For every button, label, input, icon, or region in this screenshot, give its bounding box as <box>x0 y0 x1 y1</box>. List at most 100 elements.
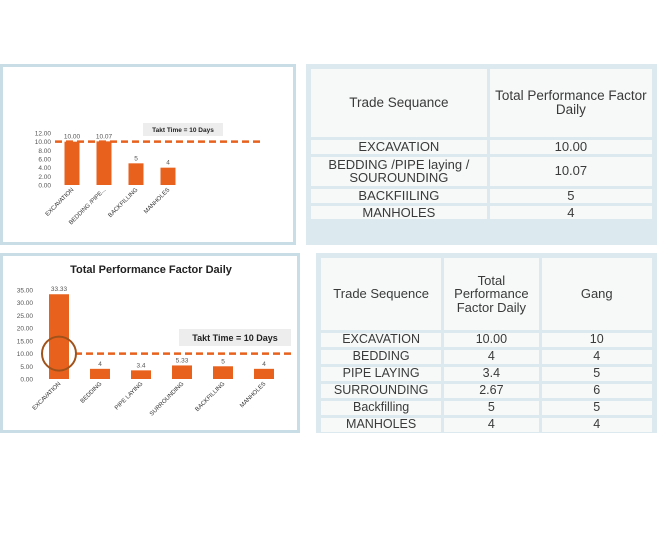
takt-label-box <box>179 329 291 346</box>
table-cell: EXCAVATION <box>311 140 487 154</box>
table-cell: BACKFIILING <box>311 189 487 203</box>
bar <box>96 141 112 185</box>
y-tick-label: 5.00 <box>20 364 33 371</box>
table-row: Backfilling 5 5 <box>321 401 652 415</box>
header-trade-sequance: Trade Sequance <box>311 69 487 137</box>
header-total-performance: Total Performance Factor Daily <box>489 69 652 137</box>
category-label: SURROUNDING <box>149 381 186 418</box>
table-header-row: Trade Sequence Total Performance Factor … <box>321 258 652 330</box>
y-tick-label: 12.00 <box>35 131 52 138</box>
bar <box>254 368 274 379</box>
chart-1: 12.0010.008.006.004.002.000.0010.00EXCAV… <box>35 123 263 226</box>
y-tick-label: 20.00 <box>17 326 34 333</box>
chart-2: Total Performance Factor Daily 35.00 30.00… <box>17 264 293 418</box>
y-tick-label: 0.00 <box>38 183 51 190</box>
table-cell: 2.67 <box>444 384 539 398</box>
table-cell: 10.07 <box>489 156 652 186</box>
chart-title: Total Performance Factor Daily <box>70 264 233 276</box>
data-label: 3.4 <box>136 362 145 369</box>
category-label: MANHOLES <box>239 381 267 409</box>
table-cell: 10 <box>541 333 652 347</box>
highlight-circle <box>41 335 77 372</box>
table-cell: Backfilling <box>321 401 442 415</box>
y-tick-label: 35.00 <box>17 288 34 295</box>
category-label: BEDDING <box>80 381 104 405</box>
bar <box>128 163 144 185</box>
table-row: PIPE LAYING 3.4 5 <box>321 367 652 381</box>
table-cell: 4 <box>541 418 652 432</box>
table-cell: MANHOLES <box>311 205 487 220</box>
data-label: 10.00 <box>64 134 81 141</box>
performance-table-2: Trade Sequence Total Performance Factor … <box>318 255 655 435</box>
table-cell: 4 <box>541 350 652 364</box>
table-row: BEDDING 4 4 <box>321 350 652 364</box>
table-cell: BEDDING /PIPE laying / SOUROUNDING <box>311 156 487 186</box>
data-label: 33.33 <box>51 286 68 293</box>
table-row: EXCAVATION 10.00 10 <box>321 333 652 347</box>
table-cell: 10.00 <box>444 333 539 347</box>
y-tick-label: 8.00 <box>38 148 51 155</box>
data-label: 4 <box>262 361 266 368</box>
table-cell: 4 <box>489 205 652 220</box>
table-cell: MANHOLES <box>321 418 442 432</box>
performance-table-1: Trade Sequance Total Performance Factor … <box>308 66 655 222</box>
table-cell: 6 <box>541 384 652 398</box>
table-row: MANHOLES 4 <box>311 205 652 220</box>
y-tick-label: 30.00 <box>17 300 34 307</box>
data-label: 4 <box>166 160 170 167</box>
category-label: EXCAVATION <box>45 187 76 218</box>
category-label: EXCAVATION <box>32 381 63 412</box>
table-cell: 5 <box>489 189 652 203</box>
bar <box>160 167 176 185</box>
y-tick-label: 0.00 <box>20 377 33 384</box>
table-panel-1: Trade Sequance Total Performance Factor … <box>306 64 657 245</box>
y-tick-label: 4.00 <box>38 165 51 172</box>
takt-label-box <box>143 123 223 136</box>
table-row: MANHOLES 4 4 <box>321 418 652 432</box>
table-cell: 4 <box>444 418 539 432</box>
y-tick-label: 10.00 <box>35 139 52 146</box>
takt-label: Takt Time = 10 Days <box>192 333 277 343</box>
table-cell: 10.00 <box>489 140 652 154</box>
takt-label: Takt Time = 10 Days <box>152 127 214 134</box>
bar <box>131 370 151 379</box>
bar <box>64 141 80 185</box>
table-cell: 5 <box>444 401 539 415</box>
chart-panel-2: Total Performance Factor Daily 35.00 30.00… <box>0 253 300 433</box>
bar <box>90 368 110 379</box>
category-label: BACKFILLING <box>195 381 227 413</box>
header-gang: Gang <box>541 258 652 330</box>
table-cell: BEDDING <box>321 350 442 364</box>
table-cell: 3.4 <box>444 367 539 381</box>
category-label: PIPE LAYING <box>114 381 145 412</box>
table-row: EXCAVATION 10.00 <box>311 140 652 154</box>
table-cell: 4 <box>444 350 539 364</box>
table-cell: 5 <box>541 367 652 381</box>
table-row: SURROUNDING 2.67 6 <box>321 384 652 398</box>
chart-panel-1: 12.00 10.00 8.00 6.00 4.00 2.00 0.00 10.00 EXCAV… <box>0 64 296 245</box>
y-tick-label: 25.00 <box>17 313 34 320</box>
table-header-row: Trade Sequance Total Performance Factor … <box>311 69 652 137</box>
table-panel-2: Trade Sequence Total Performance Factor … <box>316 253 657 433</box>
category-label: BEDDING /PIPE... <box>68 187 107 226</box>
y-tick-label: 6.00 <box>38 157 51 164</box>
header-trade-sequence: Trade Sequence <box>321 258 442 330</box>
category-label: MANHOLES <box>143 187 171 215</box>
bar <box>172 365 192 379</box>
table-cell: EXCAVATION <box>321 333 442 347</box>
table-cell: PIPE LAYING <box>321 367 442 381</box>
data-label: 4 <box>98 361 102 368</box>
y-tick-label: 2.00 <box>38 174 51 181</box>
y-tick-label: 10.00 <box>17 351 34 358</box>
table-cell: SURROUNDING <box>321 384 442 398</box>
header-total-performance: Total Performance Factor Daily <box>444 258 539 330</box>
table-cell: 5 <box>541 401 652 415</box>
y-tick-label: 15.00 <box>17 338 34 345</box>
table-row: BACKFIILING 5 <box>311 189 652 203</box>
bar <box>213 366 233 379</box>
data-label: 5.33 <box>176 357 189 364</box>
category-label: BACKFILLING <box>108 187 140 219</box>
table-row: BEDDING /PIPE laying / SOUROUNDING 10.07 <box>311 156 652 186</box>
data-label: 5 <box>134 155 138 162</box>
data-label: 5 <box>221 358 225 365</box>
